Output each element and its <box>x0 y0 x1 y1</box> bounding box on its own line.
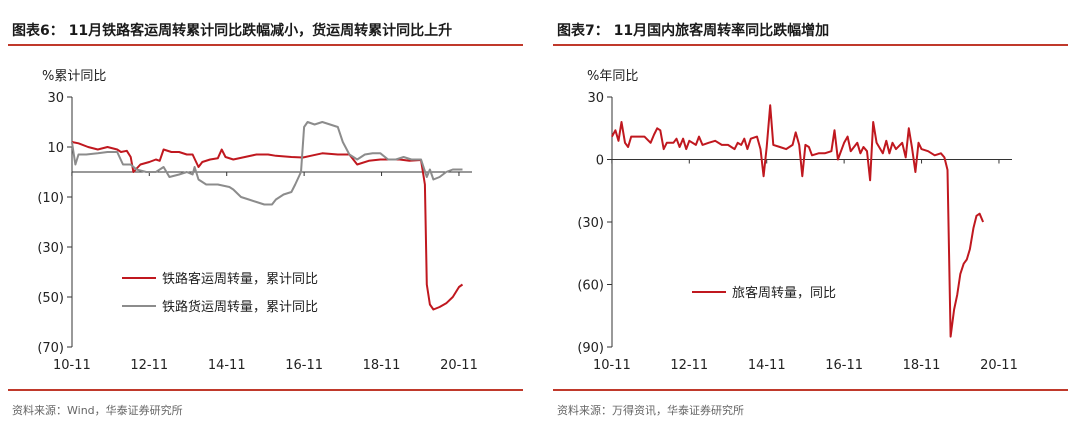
y-tick-label: (50) <box>37 291 64 306</box>
y-tick-label: (70) <box>37 341 64 356</box>
panel-1-source: 资料来源：Wind，华泰证券研究所 <box>12 404 183 417</box>
y-tick-label: 30 <box>47 91 64 106</box>
series-line-1 <box>611 104 985 338</box>
panel-1-top-rule <box>8 44 523 46</box>
panel-2-title: 图表7： 11月国内旅客周转率同比跌幅增加 <box>557 23 830 39</box>
y-tick-label: 0 <box>596 154 604 169</box>
panel-1-title: 图表6： 11月铁路客运周转累计同比跌幅减小，货运周转累计同比上升 <box>12 23 453 39</box>
series-line-2 <box>70 121 463 206</box>
panel-2-top-rule <box>553 44 1068 46</box>
x-tick-label: 18-11 <box>903 358 941 373</box>
panel-2-source: 资料来源：万得资讯，华泰证券研究所 <box>557 404 744 417</box>
y-unit-label: %累计同比 <box>42 69 106 84</box>
x-tick-label: 14-11 <box>208 358 246 373</box>
panel-1-bottom-rule <box>8 389 523 391</box>
x-tick-label: 16-11 <box>825 358 863 373</box>
legend-label-1: 铁路客运周转量，累计同比 <box>162 271 318 287</box>
y-unit-label: %年同比 <box>587 69 638 84</box>
x-tick-label: 10-11 <box>593 358 631 373</box>
legend-label-2: 铁路货运周转量，累计同比 <box>162 299 318 315</box>
panel-2-bottom-rule <box>553 389 1068 391</box>
x-tick-label: 20-11 <box>440 358 478 373</box>
x-tick-label: 12-11 <box>670 358 708 373</box>
y-tick-label: 10 <box>47 141 64 156</box>
y-tick-label: (10) <box>37 191 64 206</box>
x-tick-label: 10-11 <box>53 358 91 373</box>
y-tick-label: (30) <box>37 241 64 256</box>
y-tick-label: (90) <box>577 341 604 356</box>
y-tick-label: (60) <box>577 279 604 294</box>
y-tick-label: 30 <box>587 91 604 106</box>
x-tick-label: 16-11 <box>285 358 323 373</box>
legend-label-1: 旅客周转量，同比 <box>732 285 836 301</box>
x-tick-label: 12-11 <box>130 358 168 373</box>
x-tick-label: 14-11 <box>748 358 786 373</box>
y-tick-label: (30) <box>577 216 604 231</box>
x-tick-label: 20-11 <box>980 358 1018 373</box>
x-tick-label: 18-11 <box>363 358 401 373</box>
